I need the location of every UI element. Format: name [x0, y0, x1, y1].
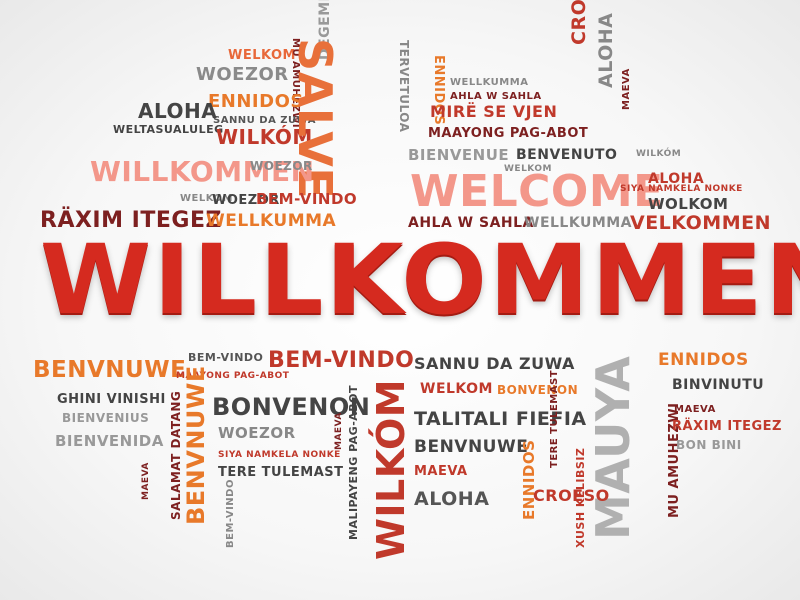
cloud-word: RÄXIM ITEGEZ	[40, 208, 222, 233]
cloud-word: ALOHA	[414, 488, 490, 510]
cloud-word: MAAYONG PAG-ABOT	[428, 126, 589, 141]
cloud-word: BEM-VINDO	[225, 479, 236, 548]
cloud-word: SALAMAT DATANG	[169, 390, 183, 520]
cloud-word: ENNIDOS	[208, 91, 304, 112]
cloud-word: MAEVA	[674, 404, 716, 415]
cloud-word: MAEVA	[141, 462, 151, 500]
cloud-word: WELLKUMMA	[524, 215, 633, 231]
cloud-word: SANNU DA ZUWA	[414, 354, 575, 373]
cloud-word: WILLKOMMEN	[90, 155, 315, 188]
cloud-word: ENNIDOS	[520, 439, 538, 520]
cloud-word: WOLKOM	[648, 195, 729, 213]
cloud-word: BONVENON	[212, 393, 371, 421]
cloud-word: WOEZOR	[212, 193, 280, 208]
cloud-word: WELTASUALULEG	[113, 123, 224, 136]
cloud-word: SIYA NAMKELA NONKE	[218, 450, 341, 460]
cloud-word: BENVNUWE	[33, 357, 187, 383]
cloud-word: ALOHA	[138, 99, 218, 123]
cloud-word: BONVENON	[497, 383, 579, 397]
cloud-word: WELCOME	[410, 166, 664, 217]
cloud-word: MAEVA	[334, 412, 344, 450]
cloud-word: WOEZOR	[218, 424, 296, 442]
cloud-word: MAAYONG PAG-ABOT	[176, 371, 290, 381]
cloud-word: BEM-VINDO	[188, 351, 264, 364]
cloud-word: WILKÓM	[369, 378, 413, 560]
cloud-word: WELKOM	[420, 381, 493, 397]
cloud-word: MAEVA	[414, 464, 468, 479]
cloud-word: SIYA NAMKELA NONKE	[620, 184, 743, 194]
cloud-word: CROESO	[568, 0, 590, 45]
cloud-word: WILKÓM	[216, 125, 313, 149]
cloud-word: WOEZOR	[250, 159, 313, 173]
cloud-word: SANNU DA ZUWA	[213, 115, 316, 126]
cloud-word: WILKÓM	[636, 149, 682, 159]
cloud-word: TALITALI FIEFIA	[414, 408, 587, 430]
cloud-word: MAEVA	[621, 68, 632, 110]
cloud-word: GHINI VINISHI	[57, 392, 166, 407]
cloud-word: TERE TULEMAST	[218, 465, 344, 480]
cloud-word: TERE TULEMAST	[549, 369, 560, 468]
cloud-word: MIRË SE VJEN	[430, 102, 558, 121]
cloud-word: WOEZOR	[196, 64, 289, 85]
cloud-word: WELKOM	[228, 48, 296, 63]
cloud-word: MALIPAYENG PAG-ABOT	[347, 384, 360, 540]
cloud-word: RÄXIM ITEGEZ	[672, 419, 782, 434]
cloud-word: BENVNUWE	[414, 437, 529, 457]
cloud-word: ALOHA	[595, 12, 617, 88]
cloud-word: WELKOM	[180, 193, 233, 204]
cloud-word: BIENVENIDA	[55, 432, 164, 450]
cloud-word: BEM-VINDO	[268, 348, 415, 373]
cloud-word: WELKOM	[504, 164, 552, 174]
cloud-word: BENVNUWE	[182, 365, 210, 525]
cloud-word: BEM-VINDO	[256, 190, 358, 208]
cloud-word: BINVINUTU	[672, 377, 765, 393]
cloud-word: TERVETULOA	[397, 40, 411, 133]
cloud-word: MAUYA	[586, 355, 640, 540]
cloud-word: BIENVENIUS	[62, 411, 150, 425]
cloud-word: CROESO	[533, 486, 610, 505]
cloud-word: WELLKUMMA	[450, 77, 529, 88]
cloud-word: AHLA W SAHLA	[450, 91, 542, 102]
cloud-word: WELLKUMMA	[206, 211, 337, 231]
cloud-word: BON BINI	[676, 438, 742, 452]
cloud-word: ENNIDOS	[658, 350, 749, 370]
cloud-word: ALOHA	[648, 171, 705, 187]
cloud-word: BENVENUTO	[516, 147, 618, 163]
cloud-word: AHLA W SAHLA	[408, 215, 534, 231]
cloud-word: XUSH KELIBSIZ	[574, 447, 587, 548]
cloud-word: VELKOMMEN	[630, 212, 772, 234]
main-word-willkommen: WILLKOMMEN	[40, 224, 800, 336]
cloud-word: BIENVENUE	[408, 146, 510, 164]
